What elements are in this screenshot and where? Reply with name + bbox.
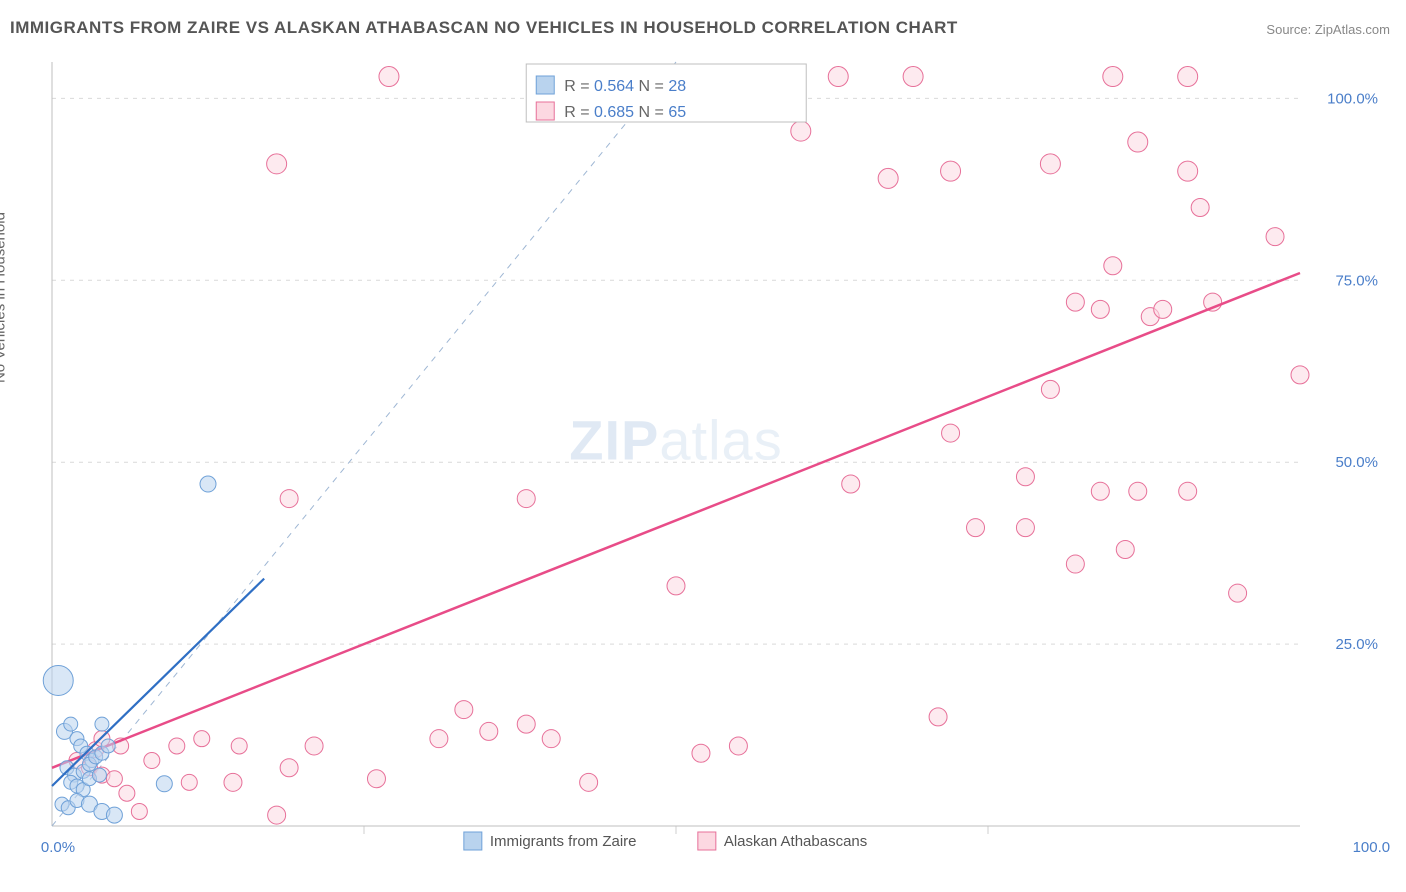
- data-point: [1129, 482, 1147, 500]
- data-point: [267, 154, 287, 174]
- data-point: [280, 759, 298, 777]
- legend-swatch: [536, 102, 554, 120]
- bottom-legend-swatch: [464, 832, 482, 850]
- data-point: [480, 722, 498, 740]
- data-point: [224, 773, 242, 791]
- data-point: [95, 717, 109, 731]
- data-point: [106, 771, 122, 787]
- data-point: [144, 753, 160, 769]
- data-point: [967, 519, 985, 537]
- data-point: [1116, 541, 1134, 559]
- data-point: [169, 738, 185, 754]
- data-point: [1104, 257, 1122, 275]
- y-tick-label: 50.0%: [1335, 454, 1378, 471]
- y-tick-label: 25.0%: [1335, 636, 1378, 653]
- data-point: [101, 739, 115, 753]
- data-point: [903, 67, 923, 87]
- data-point: [517, 715, 535, 733]
- data-point: [200, 476, 216, 492]
- data-point: [1178, 161, 1198, 181]
- data-point: [1016, 519, 1034, 537]
- data-point: [1128, 132, 1148, 152]
- data-point: [1066, 293, 1084, 311]
- data-point: [367, 770, 385, 788]
- data-point: [878, 168, 898, 188]
- legend-stats-row: R = 0.564 N = 28: [564, 78, 686, 95]
- data-point: [106, 807, 122, 823]
- data-point: [455, 701, 473, 719]
- data-point: [1016, 468, 1034, 486]
- data-point: [729, 737, 747, 755]
- data-point: [1066, 555, 1084, 573]
- data-point: [842, 475, 860, 493]
- data-point: [1191, 199, 1209, 217]
- data-point: [131, 803, 147, 819]
- data-point: [1178, 67, 1198, 87]
- data-point: [1040, 154, 1060, 174]
- data-point: [1103, 67, 1123, 87]
- data-point: [379, 67, 399, 87]
- data-point: [942, 424, 960, 442]
- y-axis-label: No Vehicles in Household: [0, 212, 9, 383]
- data-point: [92, 768, 106, 782]
- data-point: [1091, 482, 1109, 500]
- source-attribution: Source: ZipAtlas.com: [1266, 22, 1390, 37]
- data-point: [1291, 366, 1309, 384]
- data-point: [580, 773, 598, 791]
- y-tick-label: 75.0%: [1335, 272, 1378, 289]
- data-point: [181, 774, 197, 790]
- data-point: [517, 490, 535, 508]
- data-point: [1041, 380, 1059, 398]
- data-point: [268, 806, 286, 824]
- bottom-legend-label: Alaskan Athabascans: [724, 833, 867, 850]
- data-point: [430, 730, 448, 748]
- bottom-legend-swatch: [698, 832, 716, 850]
- data-point: [1154, 300, 1172, 318]
- data-point: [692, 744, 710, 762]
- y-tick-label: 100.0%: [1327, 90, 1378, 107]
- data-point: [1266, 228, 1284, 246]
- data-point: [667, 577, 685, 595]
- source-label: Source:: [1266, 22, 1311, 37]
- data-point: [828, 67, 848, 87]
- data-point: [231, 738, 247, 754]
- data-point: [119, 785, 135, 801]
- data-point: [64, 717, 78, 731]
- data-point: [929, 708, 947, 726]
- chart-container: No Vehicles in Household ZIPatlas25.0%50…: [10, 48, 1390, 872]
- data-point: [280, 490, 298, 508]
- source-name: ZipAtlas.com: [1315, 22, 1390, 37]
- chart-title: IMMIGRANTS FROM ZAIRE VS ALASKAN ATHABAS…: [10, 18, 958, 38]
- x-tick-label: 100.0%: [1353, 839, 1390, 856]
- data-point: [305, 737, 323, 755]
- bottom-legend-label: Immigrants from Zaire: [490, 833, 637, 850]
- data-point: [1091, 300, 1109, 318]
- data-point: [542, 730, 560, 748]
- data-point: [194, 731, 210, 747]
- svg-text:ZIPatlas: ZIPatlas: [569, 408, 782, 471]
- scatter-chart: ZIPatlas 25.0% 50.0% 75.0% 100.0% 0.0% 100.0% R…: [10, 48, 1390, 872]
- data-point: [1229, 584, 1247, 602]
- data-point: [791, 121, 811, 141]
- data-point: [43, 665, 73, 695]
- data-point: [941, 161, 961, 181]
- legend-stats-row: R = 0.685 N = 65: [564, 104, 686, 121]
- legend-swatch: [536, 76, 554, 94]
- data-point: [156, 776, 172, 792]
- x-tick-label: 0.0%: [41, 839, 75, 856]
- data-point: [1179, 482, 1197, 500]
